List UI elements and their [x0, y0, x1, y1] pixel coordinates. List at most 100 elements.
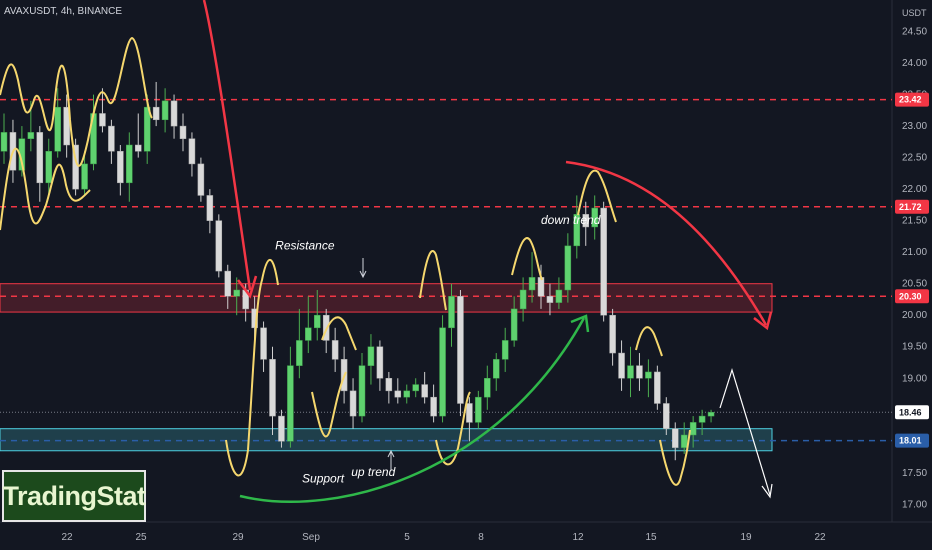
swing-curve	[321, 316, 357, 351]
candle-up	[680, 434, 688, 448]
candle-down	[108, 125, 115, 152]
candle-up	[510, 308, 518, 341]
price-tick-label: 24.50	[902, 27, 927, 38]
candle-up	[645, 371, 652, 379]
candle-up	[296, 340, 303, 366]
candle-up	[555, 289, 563, 303]
level-lines-layer	[0, 98, 892, 442]
price-tick-label: 20.50	[902, 279, 927, 290]
candle-up	[233, 289, 240, 297]
swing-curve	[225, 258, 279, 477]
candle-up	[0, 132, 8, 152]
swing-curve	[659, 429, 691, 486]
candle-down	[430, 396, 437, 417]
candle-down	[215, 220, 223, 272]
time-tick-label: 25	[135, 532, 147, 543]
time-tick-label: Sep	[302, 532, 320, 543]
swing-curve	[435, 391, 471, 466]
candles-layer	[0, 81, 715, 461]
down-trend-arc-head	[753, 311, 773, 331]
candle-up	[54, 106, 61, 152]
candle-up	[698, 415, 706, 423]
candle-down	[636, 365, 643, 379]
candle-down	[537, 277, 545, 297]
annotation-layer: Resistance Support up trend down trend	[275, 213, 601, 485]
candle-up	[519, 289, 527, 310]
candle-down	[99, 113, 106, 127]
candle-up	[573, 214, 581, 247]
swing-curve	[0, 147, 91, 231]
price-tick-label: 21.50	[902, 216, 927, 227]
candle-down	[188, 138, 196, 165]
annotation-resistance: Resistance	[275, 239, 335, 253]
candle-down	[206, 195, 214, 221]
candle-down	[654, 371, 661, 404]
candle-up	[27, 132, 35, 139]
candle-down	[152, 106, 160, 121]
candle-up	[501, 340, 509, 360]
candle-down	[224, 270, 231, 297]
time-axis[interactable]: 22 25 29 Sep 5 8 12 15 19 22	[61, 532, 826, 543]
price-tag	[895, 199, 929, 214]
candle-down	[260, 327, 267, 360]
candle-up	[448, 296, 455, 329]
annotation-support: Support	[302, 471, 345, 485]
candle-down	[672, 428, 679, 448]
price-tag	[895, 92, 929, 107]
candle-up	[305, 327, 312, 341]
symbol-header: AVAXUSDT, 4h, BINANCE	[4, 6, 122, 17]
candle-down	[600, 207, 607, 316]
candle-down	[36, 132, 44, 184]
price-tag-label: 18.01	[899, 436, 922, 446]
downward-arrow-head	[237, 275, 258, 299]
candle-up	[287, 365, 294, 442]
price-tick-label: 19.00	[902, 373, 927, 384]
candle-down	[421, 384, 428, 398]
candle-down	[251, 308, 258, 329]
time-tick-label: 5	[404, 532, 410, 543]
candle-down	[197, 163, 205, 196]
candle-up	[143, 106, 151, 152]
candle-down	[457, 296, 464, 404]
swing-curve	[635, 326, 663, 357]
support-zone	[0, 428, 773, 452]
price-tag-label: 20.30	[899, 291, 922, 301]
candle-down	[170, 100, 178, 127]
candle-down	[466, 403, 473, 423]
tradingstat-logo: TradingStat	[2, 470, 146, 522]
price-tag-label: 21.72	[899, 202, 922, 212]
candle-down	[385, 378, 393, 392]
price-tick-label: 22.00	[902, 184, 927, 195]
annotation-up-trend: up trend	[351, 465, 395, 479]
candle-down	[618, 352, 625, 379]
time-tick-label: 22	[61, 532, 73, 543]
time-tick-label: 12	[572, 532, 584, 543]
price-tag-label: 23.42	[899, 95, 922, 105]
time-tick-label: 29	[232, 532, 244, 543]
time-tick-label: 19	[740, 532, 752, 543]
candle-up	[367, 346, 375, 366]
candle-up	[439, 327, 446, 417]
swing-curve	[419, 250, 447, 311]
candle-up	[627, 365, 634, 379]
candle-down	[349, 390, 357, 417]
candle-down	[179, 125, 187, 139]
candle-down	[663, 403, 670, 429]
candle-down	[135, 144, 142, 152]
swing-curve	[0, 36, 153, 167]
candle-down	[394, 390, 402, 398]
price-axis[interactable]: 24.5024.0023.5023.0022.5022.0021.5021.00…	[902, 27, 927, 511]
candle-up	[45, 151, 52, 184]
candle-up	[314, 314, 321, 329]
candle-down	[117, 151, 124, 184]
candle-up	[528, 277, 536, 291]
projection-path	[719, 367, 771, 496]
candle-up	[412, 384, 419, 392]
candle-down	[376, 346, 384, 379]
candle-down	[331, 340, 339, 360]
candle-down	[278, 415, 285, 442]
candle-up	[564, 245, 572, 291]
candle-down	[269, 359, 276, 417]
price-tick-label: 23.00	[902, 121, 927, 132]
